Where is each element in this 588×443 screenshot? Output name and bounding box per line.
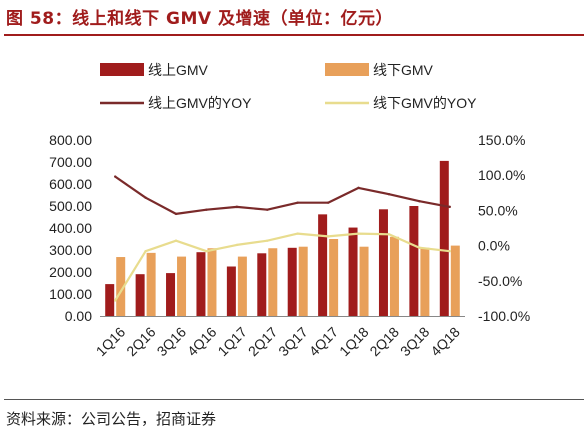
title-underline bbox=[4, 34, 584, 36]
online-gmv-bar bbox=[105, 284, 115, 316]
offline-yoy-line-point bbox=[235, 243, 239, 247]
offline-yoy-line-point bbox=[357, 232, 360, 235]
online-yoy-line-point bbox=[114, 175, 117, 178]
offline-gmv-bar bbox=[329, 239, 339, 316]
legend-label: 线下GMV bbox=[373, 62, 434, 78]
offline-gmv-bar bbox=[359, 246, 369, 316]
x-tick-label: 2Q17 bbox=[245, 324, 281, 360]
offline-yoy-line-point bbox=[266, 239, 269, 242]
offline-yoy-line-point bbox=[326, 235, 330, 238]
y-right-tick-label: -50.0% bbox=[478, 273, 522, 289]
legend-label: 线下GMV的YOY bbox=[373, 95, 477, 111]
online-yoy-line-point bbox=[174, 212, 178, 216]
offline-gmv-bar bbox=[268, 248, 278, 316]
offline-gmv-bar bbox=[420, 247, 430, 316]
online-yoy-line-point bbox=[144, 196, 147, 199]
chart-title: 图 58：线上和线下 GMV 及增速（单位：亿元） bbox=[6, 9, 393, 29]
online-gmv-bar bbox=[439, 160, 449, 316]
chart: 0.00 100.00 200.00 300.00 400.00 500.00 600.00… bbox=[49, 62, 530, 360]
y-left-tick-label: 600.00 bbox=[49, 176, 92, 192]
y-right-tick-label: 0.0% bbox=[478, 238, 510, 254]
y-right-tick-label: 50.0% bbox=[478, 202, 518, 218]
online-gmv-bar bbox=[135, 274, 145, 316]
legend-label: 线上GMV的YOY bbox=[148, 95, 252, 111]
y-left-tick-label: 800.00 bbox=[49, 132, 92, 148]
y-right-tick-label: 100.0% bbox=[478, 167, 525, 183]
x-tick-label: 3Q17 bbox=[275, 324, 311, 360]
offline-yoy-line-point bbox=[387, 233, 391, 236]
x-tick-label: 1Q16 bbox=[93, 324, 129, 360]
x-tick-label: 2Q16 bbox=[123, 324, 159, 360]
online-gmv-bar bbox=[287, 247, 297, 316]
x-tick-label: 4Q18 bbox=[427, 324, 463, 360]
y-right-tick-label: 150.0% bbox=[478, 132, 525, 148]
offline-gmv-bar bbox=[389, 236, 399, 316]
online-yoy-line-point bbox=[357, 186, 360, 190]
y-right-tick-label: -100.0% bbox=[478, 308, 530, 324]
offline-gmv-bar bbox=[146, 252, 156, 316]
legend-label: 线上GMV bbox=[148, 62, 209, 78]
y-left-tick-label: 400.00 bbox=[49, 220, 92, 236]
offline-gmv-bar bbox=[177, 256, 187, 316]
y-left-tick-label: 200.00 bbox=[49, 264, 92, 280]
x-tick-label: 1Q18 bbox=[336, 324, 372, 360]
online-yoy-line-point bbox=[266, 208, 269, 211]
online-yoy-line-point bbox=[387, 193, 391, 196]
y-left-tick-label: 0.00 bbox=[65, 308, 92, 324]
offline-gmv-bar bbox=[116, 257, 126, 316]
y-left-tick-label: 700.00 bbox=[49, 154, 92, 170]
x-tick-label: 1Q17 bbox=[214, 324, 250, 360]
y-left-tick-label: 500.00 bbox=[49, 198, 92, 214]
x-tick-label: 4Q16 bbox=[184, 324, 220, 360]
online-yoy-line-point bbox=[418, 200, 421, 203]
legend-swatch bbox=[100, 63, 144, 76]
online-yoy-line-point bbox=[296, 201, 299, 204]
online-gmv-bar bbox=[378, 209, 388, 316]
online-yoy-line-point bbox=[205, 208, 208, 211]
legend-swatch bbox=[325, 63, 369, 76]
offline-yoy-line-point bbox=[296, 232, 299, 235]
online-gmv-bar bbox=[257, 253, 267, 316]
offline-yoy-line-point bbox=[144, 250, 147, 253]
x-tick-label: 3Q18 bbox=[397, 324, 433, 360]
y-left-tick-label: 300.00 bbox=[49, 242, 92, 258]
online-gmv-bar bbox=[166, 273, 176, 316]
source-note: 资料来源：公司公告，招商证券 bbox=[6, 410, 217, 428]
source-divider bbox=[4, 399, 584, 400]
x-tick-label: 4Q17 bbox=[306, 324, 342, 360]
online-yoy-line bbox=[114, 175, 451, 215]
online-yoy-line-point bbox=[235, 205, 239, 209]
online-gmv-bar bbox=[226, 266, 236, 316]
online-gmv-bar bbox=[348, 227, 358, 316]
online-yoy-line-point bbox=[448, 205, 451, 209]
offline-gmv-bar bbox=[298, 246, 308, 316]
online-yoy-line-point bbox=[326, 201, 330, 204]
x-tick-label: 2Q18 bbox=[366, 324, 402, 360]
online-gmv-bar bbox=[196, 252, 206, 316]
x-tick-label: 3Q16 bbox=[154, 324, 190, 360]
offline-yoy-line-point bbox=[205, 250, 208, 253]
offline-yoy-line-point bbox=[174, 239, 178, 242]
y-left-tick-label: 100.00 bbox=[49, 286, 92, 302]
offline-yoy-line bbox=[114, 232, 450, 302]
offline-gmv-bar bbox=[207, 248, 217, 316]
offline-yoy-line-point bbox=[114, 299, 117, 302]
online-gmv-bar bbox=[409, 206, 419, 316]
offline-gmv-bar bbox=[450, 245, 460, 316]
offline-yoy-line-point bbox=[448, 250, 451, 253]
offline-yoy-line-point bbox=[418, 246, 421, 249]
offline-gmv-bar bbox=[237, 256, 247, 316]
online-gmv-bar bbox=[318, 214, 328, 316]
